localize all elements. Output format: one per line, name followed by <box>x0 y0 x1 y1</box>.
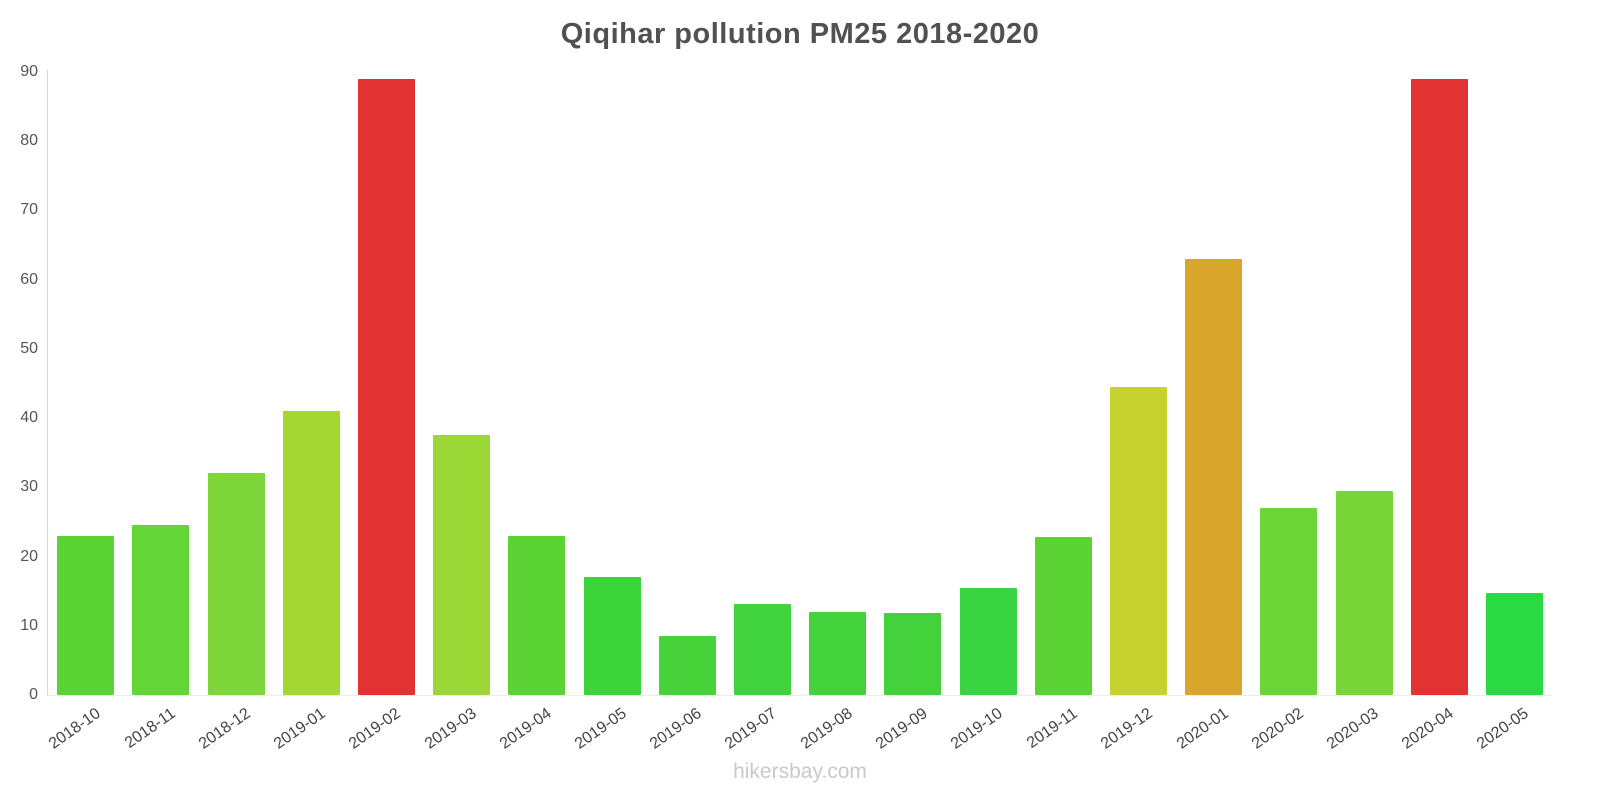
bar-2019-12[interactable] <box>1109 386 1167 695</box>
bar-2020-05[interactable] <box>1485 592 1543 695</box>
bar-2019-07[interactable] <box>733 603 791 695</box>
x-axis-line <box>47 695 1552 696</box>
y-axis-line <box>47 70 48 696</box>
bar-2019-03[interactable] <box>433 435 491 695</box>
bar-2019-05[interactable] <box>583 577 641 695</box>
y-axis-tick-label: 0 <box>29 686 38 703</box>
y-axis-tick-label: 70 <box>20 201 38 219</box>
bar-2018-10[interactable] <box>57 535 115 695</box>
y-axis-tick-label: 10 <box>20 616 38 634</box>
bar-2020-02[interactable] <box>1260 508 1318 695</box>
bar-2020-03[interactable] <box>1335 490 1393 695</box>
y-axis-tick-label: 90 <box>20 63 38 80</box>
bar-2019-02[interactable] <box>357 78 415 695</box>
bar-2019-09[interactable] <box>884 613 942 695</box>
bar-2019-10[interactable] <box>959 587 1017 695</box>
y-axis-tick-label: 60 <box>20 270 38 288</box>
chart-title: Qiqihar pollution PM25 2018-2020 <box>560 18 1040 50</box>
y-axis-tick-label: 80 <box>20 132 38 150</box>
bar-2019-11[interactable] <box>1034 537 1092 695</box>
bar-2020-01[interactable] <box>1185 258 1243 695</box>
bar-2019-08[interactable] <box>809 611 867 695</box>
y-axis-tick-label: 40 <box>20 409 38 427</box>
footer-watermark: hikersbay.com <box>733 760 867 783</box>
bar-2019-01[interactable] <box>282 411 340 695</box>
y-axis-tick-label: 20 <box>20 547 38 565</box>
bar-2018-11[interactable] <box>132 525 190 695</box>
bar-2018-12[interactable] <box>207 473 265 695</box>
bar-2019-06[interactable] <box>658 636 716 695</box>
y-axis-tick-label: 50 <box>20 339 38 357</box>
bar-2019-04[interactable] <box>508 535 566 695</box>
bar-2020-04[interactable] <box>1410 78 1468 695</box>
y-axis-tick-label: 30 <box>20 478 38 496</box>
